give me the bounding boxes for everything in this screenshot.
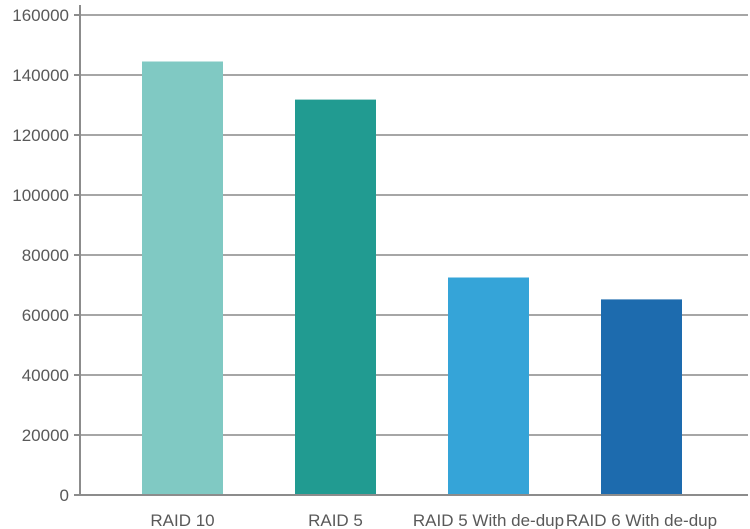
y-tick-label: 140000 <box>12 66 69 85</box>
y-tick-label: 80000 <box>22 246 69 265</box>
x-category-labels: RAID 10 RAID 5 RAID 5 With de-dup RAID 6 Wi… <box>150 511 717 529</box>
y-tick-label: 60000 <box>22 306 69 325</box>
y-tick-label: 20000 <box>22 426 69 445</box>
x-category-label: RAID 10 <box>150 511 214 529</box>
x-category-label: RAID 5 <box>308 511 363 529</box>
y-tick-label: 120000 <box>12 126 69 145</box>
bar <box>448 277 529 495</box>
bar <box>295 99 376 495</box>
y-tick-label: 100000 <box>12 186 69 205</box>
y-tick-label: 160000 <box>12 6 69 25</box>
y-tick-label: 40000 <box>22 366 69 385</box>
y-tick-labels: 0 20000 40000 60000 80000 100000 120000 140000 1… <box>12 6 69 505</box>
bar <box>601 299 682 495</box>
x-category-label: RAID 6 With de-dup <box>566 511 717 529</box>
bars <box>142 61 682 495</box>
x-category-label: RAID 5 With de-dup <box>413 511 564 529</box>
axes <box>74 5 748 496</box>
bar <box>142 61 223 495</box>
y-tick-label: 0 <box>60 486 69 505</box>
